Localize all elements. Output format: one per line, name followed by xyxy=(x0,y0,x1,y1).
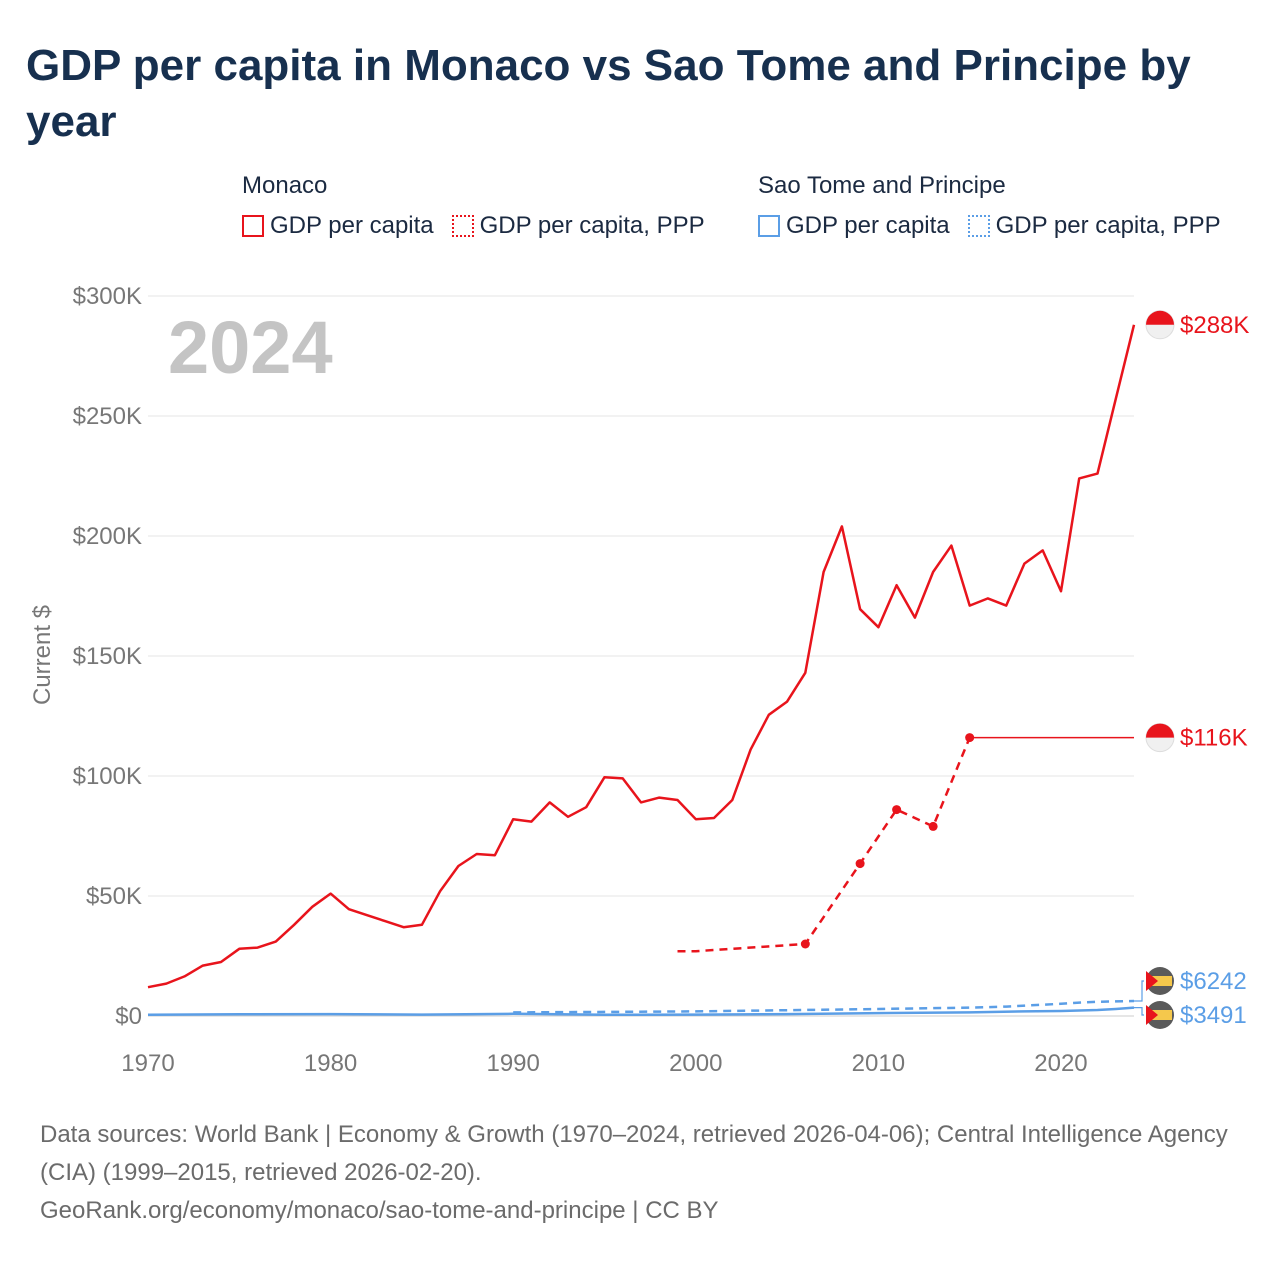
y-tick-label: $0 xyxy=(115,1003,142,1030)
end-label: $6242 xyxy=(1180,968,1247,995)
legend-swatch-solid xyxy=(242,215,264,237)
legend-group-title: Sao Tome and Principe xyxy=(758,172,1006,199)
end-labels: $288K $116K $6242 $3491 xyxy=(1134,310,1249,1029)
x-tick-label: 2000 xyxy=(669,1050,722,1077)
data-point xyxy=(855,859,865,869)
x-tick-label: 2010 xyxy=(852,1050,905,1077)
y-axis-ticks: $0 $50K $100K $150K $200K $250K $300K xyxy=(73,283,142,1030)
source-link[interactable]: GeoRank.org/economy/monaco/sao-tome-and-… xyxy=(40,1197,719,1224)
legend-item-label: GDP per capita xyxy=(786,212,950,239)
data-point xyxy=(892,805,902,815)
x-tick-label: 2020 xyxy=(1034,1050,1087,1077)
year-watermark: 2024 xyxy=(168,306,333,389)
series-lines xyxy=(147,324,1136,1017)
legend-group-sao-tome: Sao Tome and Principe GDP per capita GDP… xyxy=(758,172,1221,240)
sao-tome-flag-band xyxy=(1148,976,1172,986)
legend-item-label: GDP per capita xyxy=(270,212,434,239)
legend-item-label: GDP per capita, PPP xyxy=(995,212,1221,239)
y-axis-label: Current $ xyxy=(29,605,56,705)
series-line-0 xyxy=(147,324,1136,989)
legend-item-monaco-gdp-ppp[interactable]: GDP per capita, PPP xyxy=(451,212,705,240)
legend-item-label: GDP per capita, PPP xyxy=(479,212,705,239)
footer: Data sources: World Bank | Economy & Gro… xyxy=(40,1116,1250,1230)
legend-group-title: Monaco xyxy=(242,172,328,199)
y-tick-label: $200K xyxy=(73,523,142,550)
x-tick-label: 1970 xyxy=(121,1050,174,1077)
sao-tome-flag-triangle xyxy=(1146,971,1158,991)
legend-swatch-solid xyxy=(758,215,780,237)
end-label: $116K xyxy=(1180,725,1248,752)
grid-lines xyxy=(148,295,1134,1017)
legend-swatch-dotted xyxy=(967,215,990,237)
legend-item-stp-gdp-ppp[interactable]: GDP per capita, PPP xyxy=(967,212,1221,240)
y-tick-label: $100K xyxy=(73,763,142,790)
leader-line xyxy=(1134,1007,1144,1016)
end-label: $288K xyxy=(1180,312,1249,339)
y-tick-label: $300K xyxy=(73,283,142,310)
data-point xyxy=(928,821,938,831)
data-point xyxy=(800,939,810,949)
x-axis-ticks: 1970 1980 1990 2000 2010 2020 xyxy=(121,1050,1087,1077)
monaco-flag-red-half xyxy=(1146,310,1174,325)
sao-tome-flag-triangle xyxy=(1146,1005,1158,1025)
legend-swatch-dotted xyxy=(451,215,474,237)
y-tick-label: $50K xyxy=(86,883,142,910)
y-tick-label: $150K xyxy=(73,643,142,670)
x-tick-label: 1980 xyxy=(304,1050,357,1077)
series-line-3 xyxy=(513,999,1135,1014)
y-tick-label: $250K xyxy=(73,403,142,430)
series-line-2 xyxy=(147,1006,1135,1017)
legend-item-stp-gdp[interactable]: GDP per capita xyxy=(758,212,950,240)
leader-line xyxy=(1134,980,1144,1002)
sao-tome-flag-band xyxy=(1148,1010,1172,1020)
data-point xyxy=(965,733,975,743)
legend-item-monaco-gdp[interactable]: GDP per capita xyxy=(242,212,434,240)
series-line-1 xyxy=(677,737,971,953)
end-label: $3491 xyxy=(1180,1002,1247,1029)
chart-title: GDP per capita in Monaco vs Sao Tome and… xyxy=(26,41,1191,146)
legend-group-monaco: Monaco GDP per capita GDP per capita, PP… xyxy=(242,172,705,240)
line-chart: 2024 Current $ $0 $50K $100K $150K $200K $250… xyxy=(29,283,1249,1077)
monaco-flag-red-half xyxy=(1146,723,1174,738)
x-tick-label: 1990 xyxy=(486,1050,539,1077)
data-sources: Data sources: World Bank | Economy & Gro… xyxy=(40,1121,1228,1186)
